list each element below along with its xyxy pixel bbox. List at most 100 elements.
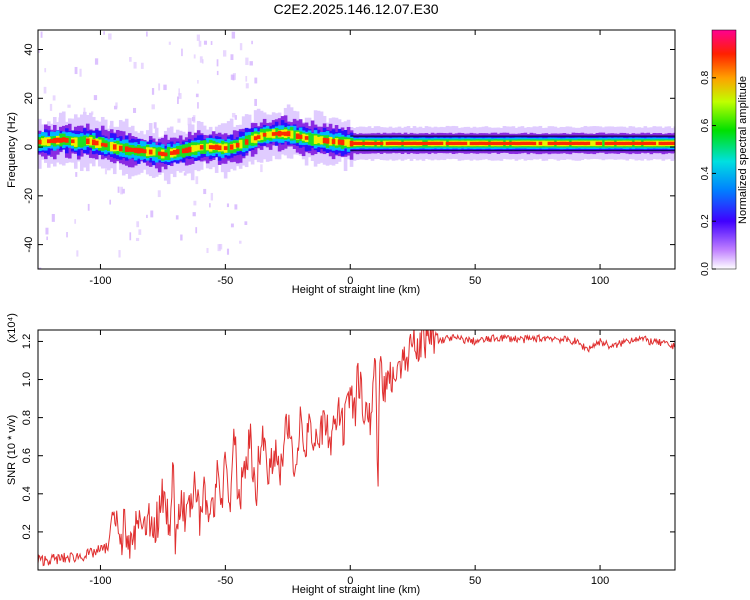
- spectrogram-ylabel: Frequency (Hz): [6, 112, 18, 188]
- snr-xtick-label: -100: [89, 575, 111, 587]
- spectrogram-noise-speck: [133, 107, 137, 113]
- spectrogram-noise-speck: [117, 186, 120, 193]
- spectrogram-band-cell: [61, 137, 66, 143]
- spectrogram-band-cell: [262, 132, 267, 137]
- spectrogram-band-cell: [169, 151, 174, 155]
- spectrogram-band-cell: [280, 131, 285, 136]
- spectrogram-band-cell: [517, 141, 522, 146]
- spectrogram-band-cell: [481, 141, 486, 146]
- spectrogram-noise-speck: [197, 102, 199, 109]
- spectrogram-band-cell: [496, 141, 501, 146]
- spectrogram-band-cell: [103, 143, 108, 148]
- spectrogram-noise-speck: [231, 31, 236, 39]
- spectrogram-band-cell: [415, 141, 420, 146]
- spectrogram-noise-speck: [260, 164, 263, 173]
- spectrogram-noise-speck: [197, 80, 199, 84]
- spectrogram-band-cell: [157, 151, 162, 156]
- snr-frame: [37, 329, 676, 571]
- spectrogram-band-cell: [334, 138, 339, 146]
- spectrogram-noise-speck: [121, 188, 125, 194]
- spectrogram-noise-speck: [135, 237, 140, 242]
- spectrogram-band-cell: [433, 141, 438, 146]
- spectrogram-band-cell: [550, 141, 555, 146]
- spectrogram-band-cell: [97, 139, 102, 148]
- spectrogram-band-cell: [448, 141, 453, 146]
- spectrogram-band-cell: [580, 141, 585, 145]
- spectrogram-noise-speck: [230, 223, 234, 228]
- spectrogram-band-cell: [406, 141, 411, 146]
- spectrogram-band-cell: [544, 140, 549, 147]
- spectrogram-band-cell: [271, 132, 276, 136]
- spectrogram-band-cell: [526, 141, 531, 145]
- spectrogram-noise-speck: [193, 200, 197, 206]
- spectrogram-band-cell: [274, 131, 279, 136]
- spectrogram-band-cell: [460, 141, 465, 146]
- spectrogram-noise-speck: [76, 250, 79, 257]
- colorbar: 0.0 0.2 0.4 0.6 0.8 Normalized spectral ampl…: [700, 29, 749, 276]
- spectrogram-noise-speck: [158, 83, 161, 91]
- spectrogram-xtick-label: 50: [469, 275, 481, 287]
- spectrogram-band-cell: [634, 141, 639, 145]
- spectrogram-noise-speck: [67, 104, 71, 108]
- spectrogram-band-cell: [373, 141, 378, 146]
- spectrogram-noise-speck: [175, 215, 179, 220]
- spectrogram-band-cell: [514, 141, 519, 146]
- spectrogram-band-cell: [442, 140, 447, 147]
- snr-ytick-label: 0.8: [21, 410, 33, 425]
- spectrogram-band-cell: [229, 144, 234, 150]
- spectrogram-noise-speck: [244, 221, 248, 225]
- spectrogram-band-cell: [313, 135, 318, 144]
- spectrogram-band-cell: [673, 141, 675, 146]
- spectrogram-band-cell: [199, 145, 204, 150]
- spectrogram-band-cell: [106, 141, 111, 151]
- spectrogram-noise-speck: [178, 93, 182, 99]
- spectrogram-noise-speck: [38, 48, 41, 53]
- spectrogram-band-cell: [196, 144, 201, 151]
- spectrogram-noise-speck: [230, 74, 233, 80]
- spectrogram-band-cell: [295, 133, 300, 139]
- spectrogram-band-cell: [148, 149, 153, 155]
- spectrogram-band-cell: [358, 141, 363, 146]
- spectrogram-band-cell: [418, 141, 423, 146]
- spectrogram-band-cell: [256, 135, 261, 139]
- spectrogram-band-cell: [454, 141, 459, 146]
- spectrogram-band-cell: [253, 136, 258, 141]
- spectrogram-noise-speck: [168, 41, 171, 45]
- spectrogram-noise-speck: [43, 86, 47, 94]
- spectrogram-band-cell: [394, 141, 399, 146]
- spectrogram-band-cell: [298, 134, 303, 139]
- spectrogram-band-cell: [265, 131, 270, 138]
- spectrogram-band-cell: [385, 141, 390, 146]
- snr-ylabel: SNR (10 * v/v): [6, 415, 18, 485]
- spectrogram-ytick-label: 0: [23, 144, 35, 150]
- spectrogram-band-cell: [184, 147, 189, 154]
- spectrogram-band-cell: [94, 140, 99, 146]
- spectrogram-band-cell: [247, 134, 252, 146]
- spectrogram-noise-speck: [163, 84, 167, 91]
- spectrogram-band-cell: [307, 132, 312, 145]
- spectrogram-band-cell: [547, 141, 552, 146]
- spectrogram-band-cell: [88, 136, 93, 146]
- spectrogram-noise-speck: [195, 176, 199, 185]
- spectrogram-band-cell: [115, 144, 120, 151]
- spectrogram-band-cell: [292, 130, 297, 141]
- spectrogram-band-cell: [631, 141, 636, 146]
- spectrogram-band-cell: [319, 136, 324, 145]
- spectrogram-band-cell: [85, 138, 90, 145]
- spectrogram-band-cell: [376, 141, 381, 146]
- spectrogram-band-cell: [139, 148, 144, 153]
- spectrogram-band-cell: [553, 141, 558, 145]
- spectrogram-band-cell: [337, 139, 342, 145]
- spectrogram-noise-speck: [146, 31, 148, 37]
- spectrogram-noise-speck: [234, 204, 238, 210]
- spectrogram-band-cell: [562, 141, 567, 145]
- spectrogram-band-cell: [232, 143, 237, 150]
- colorbar-tick-label: 0.2: [700, 214, 711, 228]
- spectrogram-noise-speck: [38, 267, 42, 269]
- spectrogram-noise-speck: [75, 172, 78, 177]
- spectrogram-band-cell: [322, 137, 327, 144]
- spectrogram-noise-speck: [192, 212, 196, 217]
- spectrogram-noise-speck: [49, 103, 53, 111]
- spectrogram-noise-speck: [195, 227, 198, 234]
- colorbar-tick-label: 0.0: [700, 262, 711, 276]
